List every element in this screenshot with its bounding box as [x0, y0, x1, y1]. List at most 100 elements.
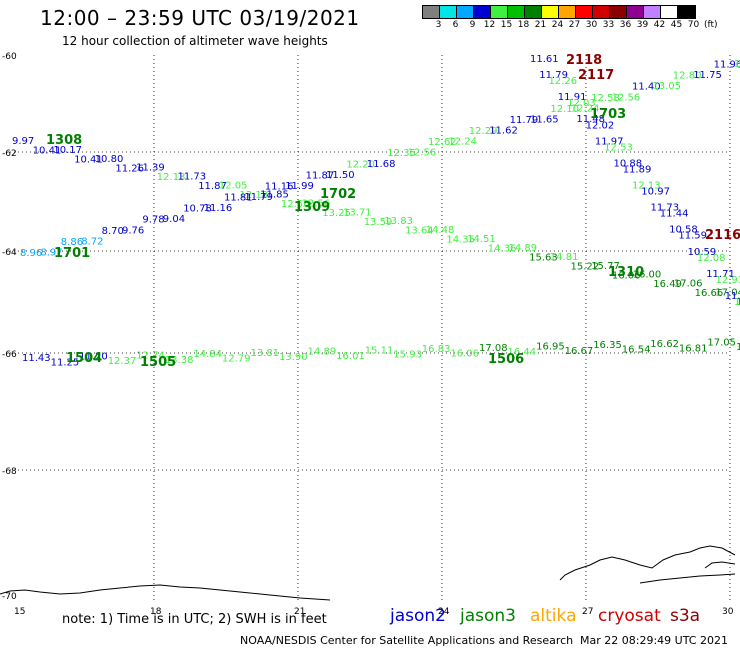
- track-value: 15.93: [393, 350, 422, 361]
- legend-swatch: [610, 6, 627, 18]
- track-value: 13.25: [322, 208, 351, 219]
- legend-swatch: [593, 6, 610, 18]
- track-value: 11.73: [178, 172, 207, 183]
- track-value: 17.04: [715, 288, 740, 299]
- track-value: 16.35: [593, 340, 622, 351]
- track-value: 10.58: [669, 225, 698, 236]
- track-value: 16.83: [422, 344, 451, 355]
- track-value: 15.22: [571, 261, 600, 272]
- legend-swatch: [423, 6, 440, 18]
- legend-swatch: [525, 6, 542, 18]
- legend-label: 15: [500, 20, 513, 30]
- track-value: 16.01: [336, 351, 365, 362]
- track-value: 16.95: [536, 342, 565, 353]
- track-value: 16.54: [622, 345, 651, 356]
- axis-labels: 15 18 21 24 27 30 -60 -62 -64 -66 -68 -70: [2, 52, 734, 617]
- legend-swatch: [508, 6, 525, 18]
- track-value: 12.56: [408, 148, 437, 159]
- legend-swatch: [627, 6, 644, 18]
- footer-credit: NOAA/NESDIS Center for Satellite Applica…: [240, 634, 574, 647]
- track-value: 16.67: [565, 346, 594, 357]
- track-value: 11.16: [204, 203, 233, 214]
- track-value: 12.53: [604, 142, 633, 153]
- track-value: 10.17: [53, 145, 82, 156]
- track-value: 12.10: [550, 104, 579, 115]
- track-value: 16.06: [612, 270, 641, 281]
- track-value: 11.25: [51, 357, 80, 368]
- track-value: 12.62: [428, 137, 457, 148]
- y-tick-label: -68: [2, 467, 17, 477]
- track-value: 13.64: [405, 226, 434, 237]
- track-value: 11.79: [244, 192, 273, 203]
- page-title: 12:00 – 23:59 UTC 03/19/2021: [40, 6, 360, 30]
- track-value: 12.79: [222, 354, 251, 365]
- x-tick-label: 21: [294, 607, 305, 617]
- track-value: 16.06: [450, 348, 479, 359]
- satellite-name-altika: altika: [530, 606, 577, 626]
- track-value: 12.02: [586, 120, 615, 131]
- x-tick-label: 30: [722, 607, 734, 617]
- track-value: 11.61: [530, 54, 559, 65]
- legend-label: 30: [585, 20, 598, 30]
- track-value: 10.97: [641, 187, 670, 198]
- legend-label: 18: [517, 20, 530, 30]
- legend-swatch: [661, 6, 678, 18]
- footer-timestamp: Mar 22 08:29:49 UTC 2021: [580, 634, 728, 647]
- legend-label: 6: [452, 20, 459, 30]
- y-tick-label: -70: [2, 592, 17, 602]
- legend-swatch: [678, 6, 695, 18]
- track-value: 12.18: [240, 190, 269, 201]
- track-value: 10.80: [95, 154, 124, 165]
- track-value: 15.77: [591, 261, 620, 272]
- legend-swatch: [491, 6, 508, 18]
- pass-label: 1506: [488, 352, 524, 367]
- satellite-name-jason3: jason3: [460, 606, 516, 626]
- legend-label: 12: [483, 20, 496, 30]
- track-value: 17: [736, 297, 740, 308]
- track-value: 11.20: [79, 352, 108, 363]
- track-value: 11.87: [306, 170, 335, 181]
- track-value: 11.43: [22, 353, 51, 364]
- note-text: note: 1) Time is in UTC; 2) SWH is in fe…: [62, 612, 327, 627]
- track-value: 12.80: [673, 71, 702, 82]
- track-value: 12.35: [387, 148, 416, 159]
- satellite-name-cryosat: cryosat: [598, 606, 661, 626]
- track-value: 11.48: [576, 114, 605, 125]
- track-value: 11.16: [265, 182, 294, 193]
- track-value: 16.44: [508, 347, 537, 358]
- track-value: 10.41: [33, 146, 62, 157]
- track-value: 12.08: [697, 253, 726, 264]
- track-value: 10.59: [688, 247, 717, 258]
- legend-swatch: [644, 6, 661, 18]
- legend-swatch: [474, 6, 491, 18]
- track-value: 17.5: [736, 342, 740, 353]
- track-value: 11.91: [558, 92, 587, 103]
- track-value: 8.70: [102, 226, 124, 237]
- track-value: 14.89: [308, 347, 337, 358]
- legend-swatches: [422, 5, 696, 19]
- legend-label: 42: [653, 20, 666, 30]
- track-value: 11.40: [632, 82, 661, 93]
- x-tick-label: 27: [582, 607, 593, 617]
- track-value: 11.81: [224, 193, 253, 204]
- track-value: 9.76: [122, 225, 144, 236]
- track-value: 12.56: [281, 199, 310, 210]
- pass-label: 1309: [294, 200, 330, 215]
- track-value: 9.97: [12, 136, 34, 147]
- legend-label: 70: [687, 20, 700, 30]
- legend-label: 36: [619, 20, 632, 30]
- track-value: 14.84: [193, 349, 222, 360]
- track-value: 15.63: [529, 252, 558, 263]
- legend-swatch: [542, 6, 559, 18]
- track-value: 12.9: [734, 59, 740, 70]
- coastline-path: [639, 573, 736, 584]
- track-value: 15.11: [365, 345, 394, 356]
- track-value: 16.66: [695, 288, 724, 299]
- track-value: 12.24: [448, 137, 477, 148]
- track-value: 12.05: [219, 181, 248, 192]
- track-value: 11.26: [115, 163, 144, 174]
- page-subtitle: 12 hour collection of altimeter wave hei…: [62, 34, 328, 48]
- track-value: 16.00: [633, 270, 662, 281]
- track-value: 11.83: [725, 291, 740, 302]
